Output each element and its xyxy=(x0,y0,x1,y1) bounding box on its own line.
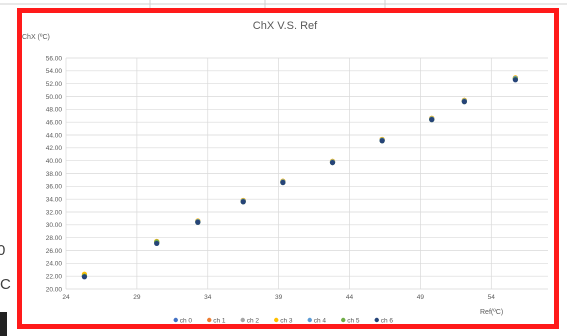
y-tick-label: 40.00 xyxy=(46,158,63,165)
data-point[interactable] xyxy=(461,99,467,105)
series-ch-2 xyxy=(81,75,518,279)
legend-marker xyxy=(173,317,178,323)
x-tick-label: 34 xyxy=(204,294,212,301)
x-tick-label: 44 xyxy=(346,294,354,301)
cell-fragment-top: 0 xyxy=(0,242,5,259)
legend-item[interactable]: ch 4 xyxy=(307,317,327,324)
series-ch-3 xyxy=(81,75,518,277)
series-ch-5 xyxy=(81,76,518,279)
data-point[interactable] xyxy=(195,219,201,225)
series-ch-4 xyxy=(81,75,518,279)
y-tick-label: 28.00 xyxy=(46,235,63,242)
series-ch-6 xyxy=(81,77,518,280)
y-tick-labels: 20.00 22.00 24.00 26.00 28.00 30.00 32.00 34.00… xyxy=(46,55,63,293)
data-point[interactable] xyxy=(240,199,246,205)
data-point[interactable] xyxy=(429,117,435,123)
x-tick-label: 29 xyxy=(133,294,141,301)
series-ch-0 xyxy=(81,75,518,279)
legend-item[interactable]: ch 6 xyxy=(374,317,394,324)
y-tick-label: 22.00 xyxy=(46,273,63,280)
x-tick-label: 54 xyxy=(488,294,496,301)
cell-selection-marker xyxy=(0,312,7,336)
legend-label: ch 0 xyxy=(180,317,193,324)
chart-title: ChX V.S. Ref xyxy=(253,20,318,32)
y-tick-label: 30.00 xyxy=(46,222,63,229)
legend-label: ch 1 xyxy=(213,317,226,324)
data-point[interactable] xyxy=(81,274,88,280)
y-tick-label: 44.00 xyxy=(46,132,63,139)
legend-item[interactable]: ch 3 xyxy=(274,317,293,324)
data-point[interactable] xyxy=(280,179,286,186)
y-tick-label: 52.00 xyxy=(46,81,63,88)
data-point[interactable] xyxy=(329,159,336,166)
data-point[interactable] xyxy=(512,77,518,83)
x-tick-labels: 24 29 34 39 44 49 54 xyxy=(62,294,495,301)
x-axis-label: Ref(ºC) xyxy=(480,309,503,316)
legend-item[interactable]: ch 2 xyxy=(240,317,260,324)
legend-item[interactable]: ch 1 xyxy=(207,317,226,324)
legend-marker xyxy=(341,317,346,323)
y-tick-label: 24.00 xyxy=(46,261,63,268)
legend-item[interactable]: ch 5 xyxy=(341,317,360,324)
y-tick-label: 50.00 xyxy=(46,94,63,101)
scatter-chart: 20.00 22.00 24.00 26.00 28.00 30.00 32.00 34.00… xyxy=(22,20,548,324)
y-tick-label: 48.00 xyxy=(46,107,63,114)
y-tick-label: 56.00 xyxy=(46,55,63,62)
y-tick-label: 54.00 xyxy=(46,68,63,75)
y-tick-label: 20.00 xyxy=(46,286,63,293)
y-tick-label: 26.00 xyxy=(46,248,63,255)
y-tick-label: 38.00 xyxy=(46,171,63,178)
y-tick-label: 42.00 xyxy=(46,145,63,152)
cell-fragment-bottom: °C xyxy=(0,276,11,293)
y-tick-label: 32.00 xyxy=(46,209,63,216)
legend-label: ch 5 xyxy=(347,317,360,324)
x-tick-label: 39 xyxy=(275,294,283,301)
data-point[interactable] xyxy=(154,240,160,247)
data-points xyxy=(81,75,518,280)
legend: ch 0 ch 1 ch 2 ch 3 ch 4 ch 5 ch 6 xyxy=(173,317,394,324)
legend-marker xyxy=(374,317,379,323)
x-tick-label: 49 xyxy=(417,294,425,301)
legend-marker xyxy=(307,317,312,323)
y-tick-label: 34.00 xyxy=(46,196,63,203)
y-tick-label: 36.00 xyxy=(46,184,63,191)
legend-label: ch 4 xyxy=(314,317,327,324)
legend-label: ch 6 xyxy=(381,317,394,324)
legend-label: ch 3 xyxy=(280,317,293,324)
x-tick-label: 24 xyxy=(62,294,70,301)
chart-frame[interactable]: 20.00 22.00 24.00 26.00 28.00 30.00 32.00 34.00… xyxy=(17,8,559,329)
y-tick-label: 46.00 xyxy=(46,119,63,126)
y-axis-label: ChX (ºC) xyxy=(22,34,50,41)
legend-label: ch 2 xyxy=(247,317,260,324)
legend-marker xyxy=(207,317,212,323)
series-ch-1 xyxy=(81,75,518,279)
legend-marker xyxy=(240,317,245,323)
data-point[interactable] xyxy=(379,138,385,144)
chart-gridlines xyxy=(65,57,548,290)
legend-marker xyxy=(274,317,279,323)
legend-item[interactable]: ch 0 xyxy=(173,317,193,324)
